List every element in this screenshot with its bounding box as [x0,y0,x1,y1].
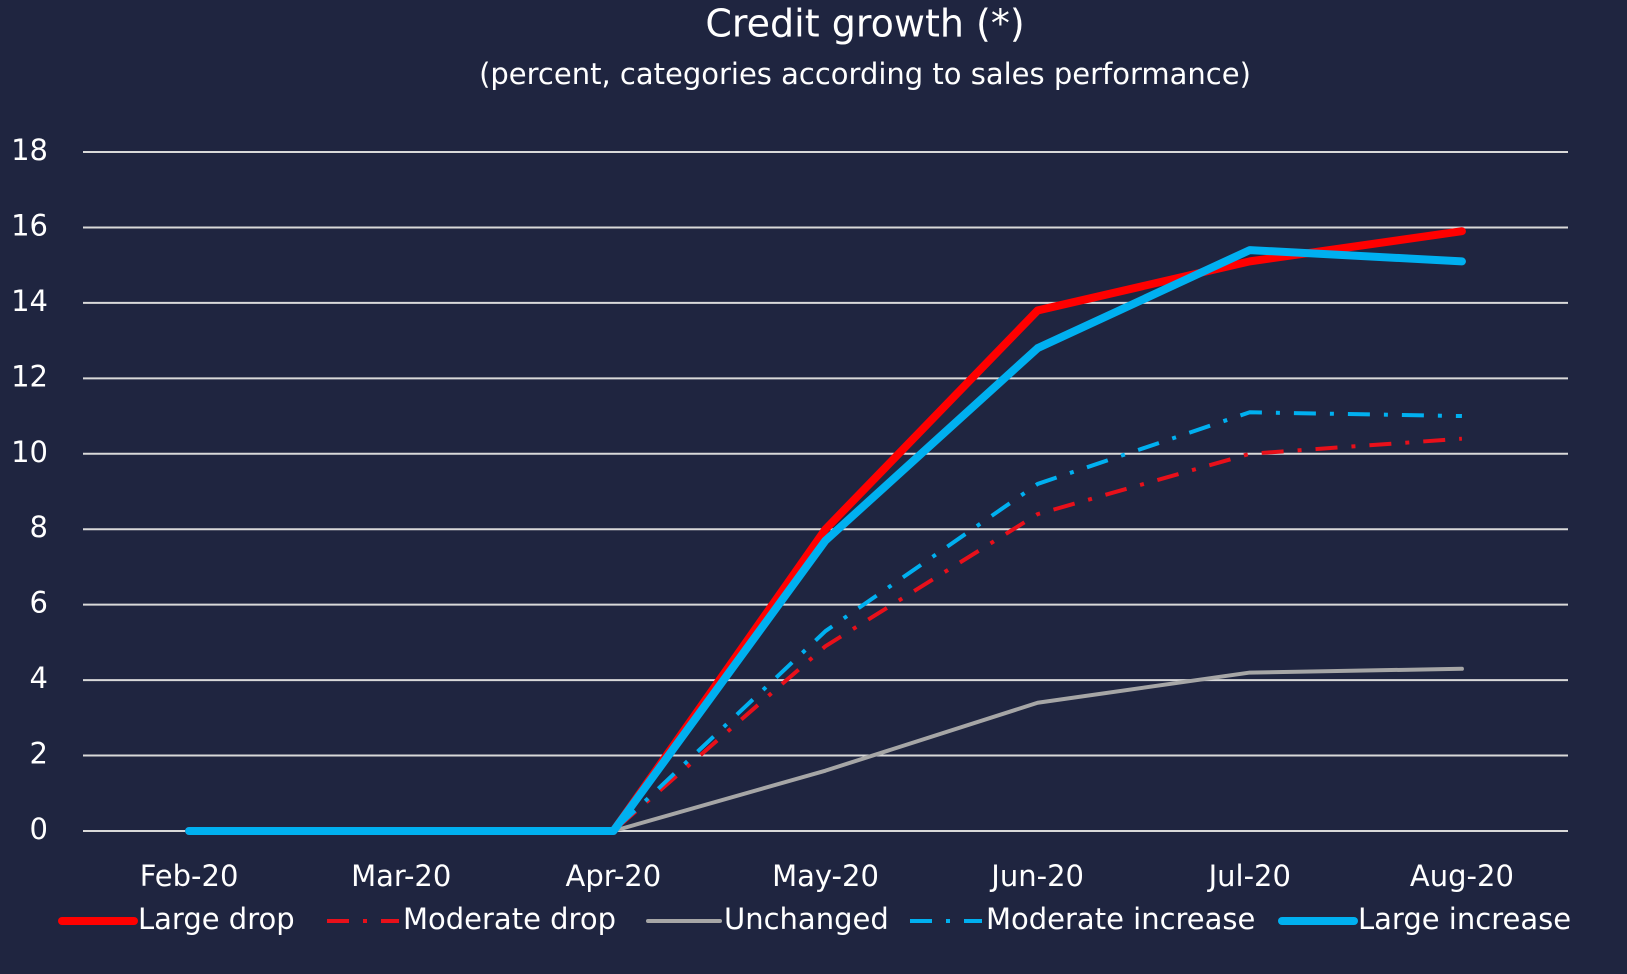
chart-subtitle: (percent, categories according to sales … [479,57,1251,91]
x-tick-label: Feb-20 [140,859,239,893]
x-tick-label: Apr-20 [566,859,662,893]
y-tick-label: 14 [11,284,48,318]
x-tick-label: May-20 [772,859,879,893]
x-tick-label: Aug-20 [1410,859,1514,893]
series-line [189,436,1463,833]
y-tick-label: 0 [30,812,48,846]
legend-label: Unchanged [724,902,889,936]
y-tick-label: 12 [11,359,48,393]
chart-title: Credit growth (*) [705,2,1024,46]
x-tick-label: Jun-20 [989,859,1084,893]
y-tick-label: 2 [30,737,48,771]
legend-label: Moderate drop [403,902,616,936]
x-tick-label: Mar-20 [351,859,451,893]
legend-label: Large drop [138,902,295,936]
y-tick-label: 6 [30,586,48,620]
y-tick-label: 4 [30,661,48,695]
legend-label: Moderate increase [986,902,1255,936]
y-tick-label: 8 [30,510,48,544]
x-tick-label: Jul-20 [1207,859,1291,893]
y-tick-label: 16 [11,208,48,242]
y-tick-label: 10 [11,435,48,469]
series-line [189,410,1462,833]
series-line [185,246,1466,835]
legend-label: Large increase [1358,902,1571,936]
y-tick-label: 18 [11,133,48,167]
